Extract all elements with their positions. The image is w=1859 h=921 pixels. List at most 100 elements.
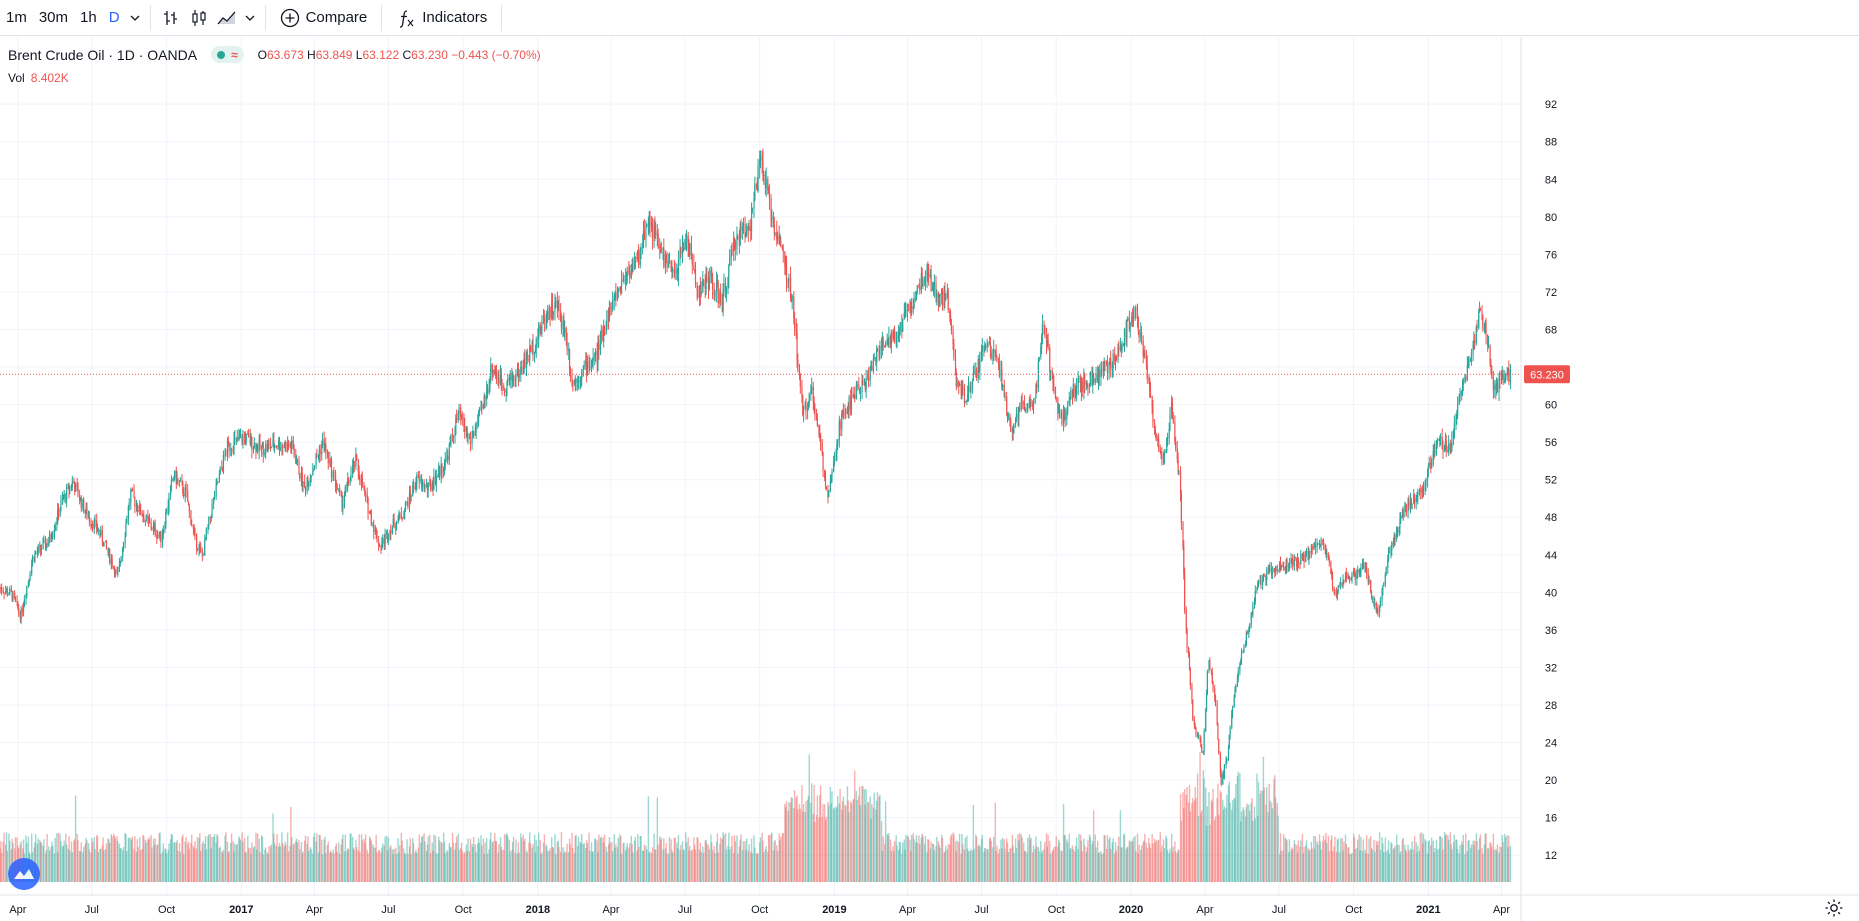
volume-bar [906, 835, 909, 882]
candle-body [251, 436, 253, 450]
volume-bar [518, 852, 520, 882]
candle-body [1103, 361, 1105, 369]
price-chart[interactable]: 63.2301216202428323640444852566068727680… [0, 37, 1859, 921]
candle-body [218, 474, 220, 483]
volume-bar [1250, 802, 1252, 882]
volume-bar [466, 850, 468, 882]
candle-body [1066, 413, 1068, 420]
grid-lines [0, 37, 1521, 895]
candle-body [1146, 364, 1148, 380]
area-style-icon[interactable] [213, 0, 241, 36]
candle-body [850, 395, 853, 410]
candle-body [680, 248, 682, 255]
candle-body [1132, 316, 1134, 319]
volume-bar [799, 808, 802, 882]
volume-bar [1058, 842, 1061, 882]
candle-body [1353, 571, 1355, 573]
volume-bar [464, 852, 466, 882]
interval-d-button[interactable]: D [108, 8, 120, 26]
volume-bar [620, 853, 623, 882]
volume-bar [71, 851, 74, 882]
indicators-button[interactable]: Indicators [388, 0, 495, 36]
volume-bar [1024, 851, 1027, 882]
volume-bar [943, 852, 945, 882]
interval-30m-button[interactable]: 30m [38, 8, 69, 26]
candle-body [831, 472, 833, 477]
volume-bar [970, 848, 972, 882]
candle-body [1078, 377, 1080, 379]
candle-body [713, 289, 715, 296]
candle-body [1262, 580, 1264, 585]
volume-bar [68, 836, 70, 882]
candle-body [1475, 326, 1477, 343]
volume-bar [455, 836, 458, 882]
candle-body [312, 470, 314, 476]
candle-body [343, 495, 346, 502]
candle-body [452, 436, 454, 438]
volume-bar [526, 852, 529, 882]
volume-bar [1314, 836, 1317, 882]
volume-bar [700, 852, 702, 882]
volume-bar [1330, 839, 1332, 882]
candle-body [1023, 403, 1025, 405]
volume-bar [1235, 784, 1237, 882]
candle-body [465, 427, 467, 432]
gear-icon[interactable] [1824, 898, 1844, 918]
candle-body [399, 512, 401, 515]
candle-body [568, 349, 570, 351]
candle-body [1172, 417, 1174, 422]
candle-body [334, 473, 337, 487]
tradingview-logo-icon[interactable] [8, 858, 40, 890]
volume-bar [219, 846, 221, 882]
volume-bar [1453, 834, 1456, 882]
candle-body [918, 285, 920, 287]
price-tick-label: 24 [1545, 738, 1557, 750]
compare-button[interactable]: Compare [272, 0, 376, 36]
candle-body [373, 524, 375, 533]
candle-body [117, 571, 119, 573]
market-status-pill[interactable]: ≈ [211, 46, 244, 63]
high-value: 63.849 [315, 47, 353, 62]
candle-body [1206, 671, 1208, 695]
candle-body [733, 238, 736, 242]
candle-body [1508, 369, 1510, 383]
candle-body [1366, 567, 1368, 574]
volume-bar [831, 791, 833, 882]
candle-body [1234, 690, 1236, 698]
volume-bar [1493, 849, 1495, 882]
volume-bar [1351, 852, 1353, 882]
volume-bar [499, 837, 502, 882]
candle-body [165, 512, 167, 527]
volume-bar [1218, 814, 1220, 882]
volume-bar [1317, 844, 1319, 882]
symbol-title[interactable]: Brent Crude Oil · 1D · OANDA [8, 46, 198, 63]
candle-body [1253, 602, 1256, 606]
volume-bar [856, 799, 858, 882]
volume-bar [1330, 835, 1333, 882]
candle-body [663, 248, 665, 267]
volume-bar [1303, 847, 1305, 882]
chevron-down-icon[interactable] [126, 0, 144, 36]
volume-bar [1100, 851, 1102, 882]
volume-bar [65, 833, 67, 882]
candle-body [14, 596, 17, 601]
chevron-down-icon[interactable] [241, 0, 259, 36]
candle-body [256, 445, 259, 452]
volume-bar [432, 850, 434, 882]
candle-body [228, 442, 230, 451]
candle-style-icon[interactable] [185, 0, 213, 36]
candle-body [790, 298, 792, 301]
candle-body [255, 442, 257, 452]
interval-1h-button[interactable]: 1h [80, 8, 97, 26]
volume-bar [1356, 847, 1358, 882]
candle-body [43, 539, 45, 543]
volume-bar [1211, 801, 1213, 882]
volume-bar [1353, 837, 1356, 882]
time-tick-label: Oct [1345, 904, 1362, 916]
candle-body [690, 243, 693, 256]
volume-bar [1014, 838, 1017, 882]
bar-style-icon[interactable] [157, 0, 185, 36]
interval-1m-button[interactable]: 1m [6, 8, 27, 26]
candle-body [905, 310, 907, 312]
candle-body [1490, 365, 1492, 368]
